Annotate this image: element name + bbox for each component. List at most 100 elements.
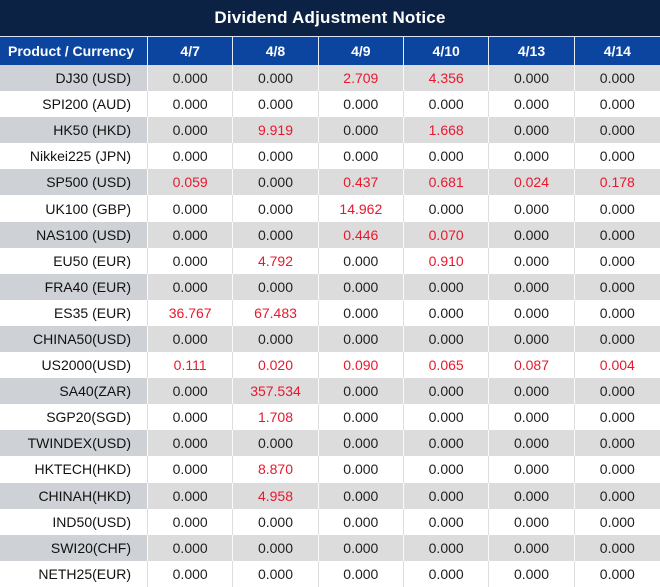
page-title: Dividend Adjustment Notice <box>0 0 660 36</box>
value-cell: 0.446 <box>318 221 404 248</box>
value-cell: 0.000 <box>574 456 660 483</box>
value-cell: 0.000 <box>404 325 490 353</box>
value-cell: 0.000 <box>404 143 490 170</box>
value-cell: 0.000 <box>574 560 660 587</box>
value-cell: 0.000 <box>404 378 490 405</box>
value-cell: 0.000 <box>318 91 404 118</box>
table-row: ES35 (EUR) 36.767 67.483 0.000 0.000 0.000 0.0… <box>0 299 660 326</box>
value-cell: 0.087 <box>489 352 575 379</box>
value-cell: 0.000 <box>489 325 575 353</box>
value-cell: 0.000 <box>574 482 660 509</box>
value-cell: 4.792 <box>233 247 319 274</box>
table-header-row: Product / Currency 4/7 4/8 4/9 4/10 4/13 4/14 <box>0 36 660 65</box>
product-cell: HK50 (HKD) <box>0 117 148 144</box>
table-row: DJ30 (USD) 0.000 0.000 2.709 4.356 0.000 0.000 <box>0 65 660 92</box>
value-cell: 0.000 <box>318 247 404 274</box>
value-cell: 0.000 <box>148 482 234 509</box>
value-cell: 0.000 <box>318 430 404 457</box>
value-cell: 0.000 <box>148 247 234 274</box>
table-row: US2000(USD) 0.111 0.020 0.090 0.065 0.087 0.00… <box>0 352 660 379</box>
value-cell: 0.000 <box>489 299 575 326</box>
product-cell: SA40(ZAR) <box>0 378 148 405</box>
product-cell: FRA40 (EUR) <box>0 273 148 300</box>
value-cell: 0.000 <box>233 169 319 196</box>
product-cell: CHINAH(HKD) <box>0 482 148 509</box>
table-row: Nikkei225 (JPN) 0.000 0.000 0.000 0.000 0.000… <box>0 143 660 170</box>
value-cell: 0.000 <box>489 221 575 248</box>
value-cell: 0.000 <box>404 195 490 222</box>
value-cell: 9.919 <box>233 117 319 144</box>
table-row: FRA40 (EUR) 0.000 0.000 0.000 0.000 0.000 0.00… <box>0 273 660 300</box>
value-cell: 0.000 <box>574 273 660 300</box>
value-cell: 0.000 <box>318 117 404 144</box>
table-row: NETH25(EUR) 0.000 0.000 0.000 0.000 0.000 0.00… <box>0 560 660 587</box>
value-cell: 1.668 <box>404 117 490 144</box>
table-row: HK50 (HKD) 0.000 9.919 0.000 1.668 0.000 0.000 <box>0 117 660 144</box>
value-cell: 0.000 <box>574 143 660 170</box>
value-cell: 0.681 <box>404 169 490 196</box>
value-cell: 0.000 <box>318 404 404 431</box>
value-cell: 0.178 <box>574 169 660 196</box>
value-cell: 0.000 <box>574 247 660 274</box>
table-row: HKTECH(HKD) 0.000 8.870 0.000 0.000 0.000 0.00… <box>0 456 660 483</box>
value-cell: 0.000 <box>489 430 575 457</box>
value-cell: 0.000 <box>489 482 575 509</box>
value-cell: 0.024 <box>489 169 575 196</box>
table-row: SWI20(CHF) 0.000 0.000 0.000 0.000 0.000 0.000 <box>0 534 660 561</box>
value-cell: 0.000 <box>148 273 234 300</box>
table-body: DJ30 (USD) 0.000 0.000 2.709 4.356 0.000 0.000… <box>0 65 660 587</box>
value-cell: 0.000 <box>404 91 490 118</box>
value-cell: 0.000 <box>404 560 490 587</box>
value-cell: 0.059 <box>148 169 234 196</box>
date-header: 4/14 <box>603 43 631 59</box>
value-cell: 0.000 <box>489 508 575 535</box>
value-cell: 0.000 <box>233 143 319 170</box>
value-cell: 0.000 <box>489 65 575 92</box>
product-cell: ES35 (EUR) <box>0 299 148 326</box>
value-cell: 0.000 <box>574 65 660 92</box>
value-cell: 36.767 <box>148 299 234 326</box>
date-header: 4/8 <box>233 37 319 65</box>
value-cell: 0.000 <box>404 273 490 300</box>
value-cell: 8.870 <box>233 456 319 483</box>
value-cell: 4.958 <box>233 482 319 509</box>
value-cell: 0.000 <box>574 325 660 353</box>
value-cell: 0.000 <box>574 91 660 118</box>
value-cell: 0.000 <box>489 560 575 587</box>
value-cell: 0.000 <box>318 482 404 509</box>
value-cell: 0.000 <box>233 221 319 248</box>
table-row: NAS100 (USD) 0.000 0.000 0.446 0.070 0.000 0.0… <box>0 221 660 248</box>
product-cell: US2000(USD) <box>0 352 148 379</box>
value-cell: 0.000 <box>574 221 660 248</box>
product-cell: SWI20(CHF) <box>0 534 148 561</box>
value-cell: 67.483 <box>233 299 319 326</box>
value-cell: 0.000 <box>489 534 575 561</box>
table-row: CHINAH(HKD) 0.000 4.958 0.000 0.000 0.000 0.00… <box>0 482 660 509</box>
value-cell: 0.000 <box>233 534 319 561</box>
table-row: SPI200 (AUD) 0.000 0.000 0.000 0.000 0.000 0.0… <box>0 91 660 118</box>
value-cell: 0.000 <box>404 482 490 509</box>
value-cell: 0.000 <box>148 508 234 535</box>
value-cell: 0.000 <box>489 91 575 118</box>
value-cell: 0.000 <box>233 430 319 457</box>
value-cell: 0.000 <box>574 508 660 535</box>
value-cell: 0.000 <box>404 456 490 483</box>
value-cell: 0.000 <box>233 560 319 587</box>
date-header: 4/7 <box>148 37 234 65</box>
product-cell: IND50(USD) <box>0 508 148 535</box>
table-row: SP500 (USD) 0.059 0.000 0.437 0.681 0.024 0.17… <box>0 169 660 196</box>
value-cell: 0.000 <box>574 534 660 561</box>
value-cell: 0.000 <box>404 299 490 326</box>
value-cell: 0.000 <box>148 221 234 248</box>
value-cell: 0.437 <box>318 169 404 196</box>
value-cell: 0.000 <box>489 247 575 274</box>
value-cell: 0.000 <box>404 404 490 431</box>
value-cell: 0.000 <box>148 65 234 92</box>
table-row: UK100 (GBP) 0.000 0.000 14.962 0.000 0.000 0.0… <box>0 195 660 222</box>
value-cell: 0.070 <box>404 221 490 248</box>
value-cell: 0.000 <box>404 430 490 457</box>
value-cell: 0.000 <box>148 325 234 353</box>
value-cell: 0.000 <box>318 143 404 170</box>
value-cell: 0.000 <box>404 508 490 535</box>
value-cell: 0.000 <box>404 534 490 561</box>
